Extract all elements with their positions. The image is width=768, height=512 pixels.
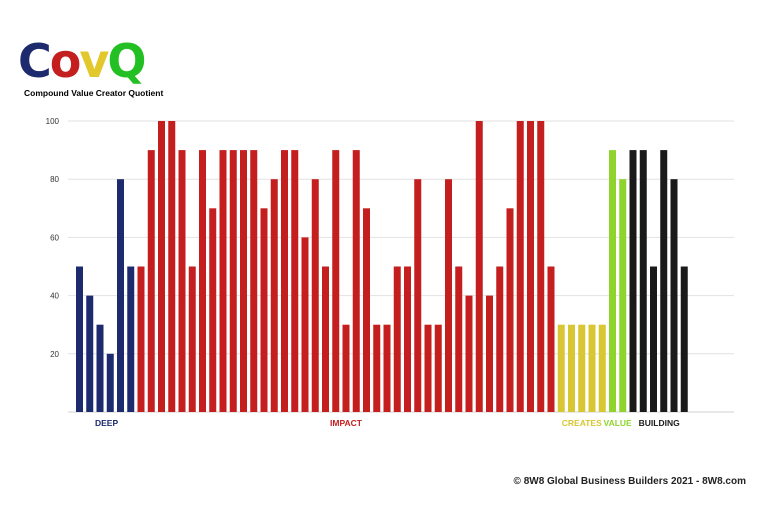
bar — [547, 266, 555, 412]
bar — [434, 324, 442, 412]
bar — [240, 150, 247, 412]
bar — [557, 324, 565, 412]
copyright-footer: © 8W8 Global Business Builders 2021 - 8W… — [513, 476, 746, 487]
logo-letter-o: o — [49, 34, 82, 88]
bar — [475, 121, 483, 412]
bar — [588, 324, 596, 412]
bar — [404, 266, 411, 412]
logo-letter-v: v — [79, 34, 109, 88]
bar — [260, 208, 268, 412]
y-tick-label: 20 — [50, 350, 59, 359]
bar — [127, 266, 135, 412]
bar — [629, 150, 637, 412]
bar — [383, 324, 391, 412]
bar — [445, 179, 452, 412]
bar — [281, 150, 288, 412]
bar — [117, 179, 124, 412]
group-label-deep: DEEP — [95, 418, 118, 428]
bar — [670, 179, 678, 412]
bar — [178, 150, 186, 412]
bar — [496, 266, 504, 412]
bar — [188, 266, 196, 412]
bar — [199, 150, 206, 412]
group-label-value: VALUE — [604, 418, 633, 428]
bar — [168, 121, 176, 412]
bar — [291, 150, 299, 412]
group-label-creates: CREATES — [562, 418, 602, 428]
bar — [527, 121, 534, 412]
bar — [342, 324, 350, 412]
logo-letter-c: C — [18, 34, 52, 88]
y-tick-label: 60 — [50, 233, 59, 242]
bar — [86, 295, 94, 412]
bar — [106, 353, 114, 412]
bar — [486, 295, 493, 412]
bar — [137, 266, 145, 412]
bar — [96, 324, 104, 412]
bar — [270, 179, 278, 412]
bar — [598, 324, 606, 412]
bar — [147, 150, 155, 412]
bar — [568, 324, 575, 412]
y-tick-label: 100 — [46, 117, 60, 126]
logo-letter-q: Q — [107, 34, 146, 88]
bar — [660, 150, 668, 412]
bar — [76, 266, 83, 412]
bar — [250, 150, 258, 412]
bar — [578, 324, 586, 412]
bar — [465, 295, 473, 412]
bar — [619, 179, 627, 412]
bar — [373, 324, 381, 412]
bar — [352, 150, 360, 412]
bar — [455, 266, 463, 412]
logo-subtitle: Compound Value Creator Quotient — [24, 88, 164, 98]
logo-wordmark: CovQ — [18, 34, 146, 88]
group-label-building: BUILDING — [639, 418, 680, 428]
bar — [609, 150, 616, 412]
bar — [301, 237, 309, 412]
bar — [516, 121, 524, 412]
bar — [414, 179, 422, 412]
bar — [322, 266, 329, 412]
bar — [209, 208, 217, 412]
bar — [650, 266, 657, 412]
bar — [537, 121, 545, 412]
y-tick-label: 40 — [50, 292, 59, 301]
bar — [332, 150, 340, 412]
bar — [639, 150, 647, 412]
bar — [219, 150, 227, 412]
bar — [363, 208, 370, 412]
group-label-impact: IMPACT — [330, 418, 363, 428]
bar — [158, 121, 165, 412]
bar — [506, 208, 514, 412]
y-tick-label: 80 — [50, 175, 59, 184]
bar — [311, 179, 319, 412]
bar — [229, 150, 237, 412]
bar — [680, 266, 688, 412]
cvq-logo: CovQ Compound Value Creator Quotient — [18, 36, 188, 98]
bar — [393, 266, 401, 412]
bar — [424, 324, 432, 412]
